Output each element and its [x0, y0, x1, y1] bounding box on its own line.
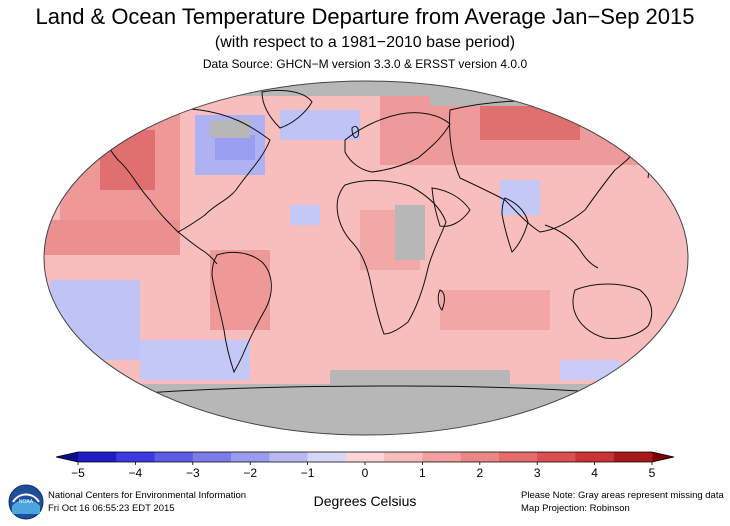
colorbar-arrow-high [652, 452, 674, 462]
colorbar-tick-label: −3 [186, 466, 200, 480]
colorbar-swatch [384, 452, 423, 462]
colorbar-swatches [56, 452, 674, 462]
colorbar-swatch [269, 452, 308, 462]
colorbar-swatch [575, 452, 614, 462]
cool-region-india [500, 180, 540, 215]
missing-data-arctic [40, 74, 700, 96]
colorbar-tick-label: −5 [71, 466, 85, 480]
footer-right: Please Note: Gray areas represent missin… [521, 489, 724, 515]
colorbar-tick-label: 2 [476, 466, 483, 480]
footer-projection: Map Projection: Robinson [521, 502, 724, 515]
colorbar-swatch [422, 452, 461, 462]
colorbar-tick-label: −4 [129, 466, 143, 480]
colorbar-tick-label: −1 [301, 466, 315, 480]
colorbar-ticks: −5 −4 −3 −2 −1 0 1 2 3 4 5 [71, 462, 656, 480]
world-temperature-map [0, 74, 730, 444]
cool-region-east-pacific-patch [290, 205, 320, 225]
colorbar-swatch [155, 452, 194, 462]
colorbar-arrow-low [56, 452, 78, 462]
missing-data-antarctic-margin [330, 370, 510, 386]
colorbar-swatch [193, 452, 232, 462]
data-source: Data Source: GHCN−M version 3.3.0 & ERSS… [0, 56, 730, 72]
colorbar-swatch [116, 452, 155, 462]
colorbar-swatch [614, 452, 653, 462]
warm-region-indian-ocean [440, 290, 550, 330]
map-subtitle: (with respect to a 1981−2010 base period… [0, 33, 730, 53]
cool-region-southern-ocean-west [140, 340, 250, 380]
warm-region-eastern-pacific [40, 220, 180, 255]
new-zealand-outline [668, 335, 674, 356]
footer-date: Fri Oct 16 06:55:23 EDT 2015 [48, 502, 246, 515]
colorbar-swatch [231, 452, 270, 462]
footer-org: National Centers for Environmental Infor… [48, 489, 246, 502]
footer-note: Please Note: Gray areas represent missin… [521, 489, 724, 502]
colorbar-swatch [308, 452, 347, 462]
legend-title: Degrees Celsius [250, 493, 480, 509]
colorbar-tick-label: 0 [362, 466, 369, 480]
missing-data-arctic-east [430, 96, 640, 106]
map-title: Land & Ocean Temperature Departure from … [0, 4, 730, 30]
colorbar-swatch [461, 452, 500, 462]
cool-region-south-pacific [50, 280, 140, 360]
colorbar-tick-label: 1 [419, 466, 426, 480]
colorbar-tick-label: 5 [649, 466, 656, 480]
colorbar: −5 −4 −3 −2 −1 0 1 2 3 4 5 [0, 446, 730, 486]
cool-region-south-indian [560, 360, 620, 380]
missing-data-hudson-bay [210, 120, 250, 138]
noaa-logo-text: NOAA [19, 499, 34, 505]
noaa-logo: NOAA [8, 484, 44, 520]
colorbar-tick-label: 3 [534, 466, 541, 480]
cool-region-north-atlantic [280, 110, 360, 140]
colorbar-swatch [346, 452, 385, 462]
footer-left: National Centers for Environmental Infor… [48, 489, 246, 515]
missing-data-central-africa [395, 205, 425, 260]
colorbar-tick-label: −2 [243, 466, 257, 480]
colorbar-swatch [78, 452, 117, 462]
cool-region-greenland-core [215, 135, 255, 160]
colorbar-swatch [499, 452, 538, 462]
colorbar-tick-label: 4 [591, 466, 598, 480]
colorbar-swatch [537, 452, 576, 462]
